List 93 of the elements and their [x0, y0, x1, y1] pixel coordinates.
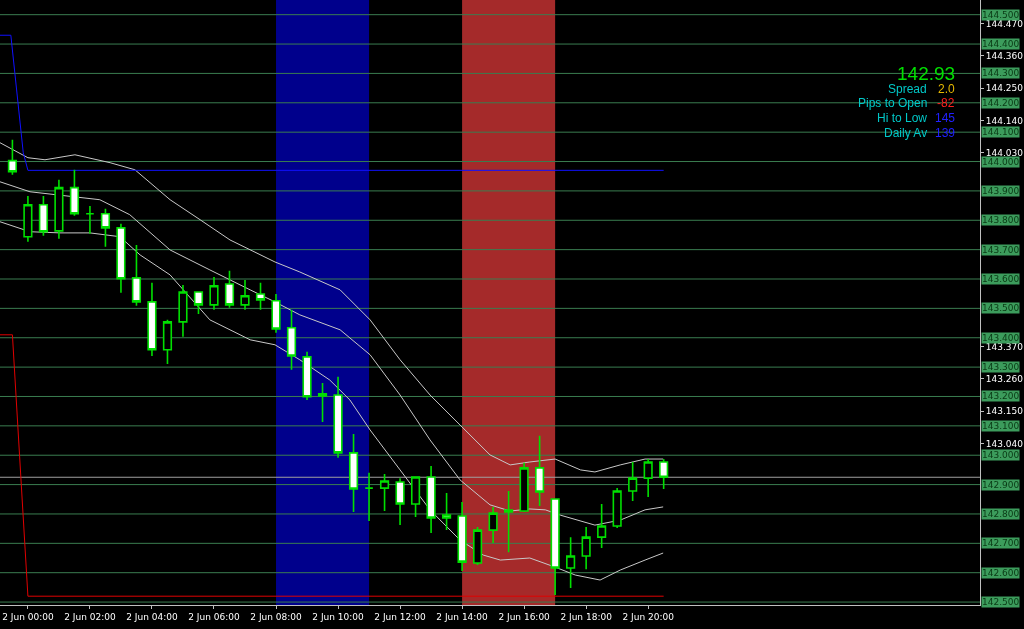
candlestick: [535, 435, 545, 507]
ref-line-label: 143.500: [982, 303, 1020, 313]
candlestick: [271, 293, 281, 334]
candlestick: [519, 462, 529, 513]
x-tick-label: 2 Jun 02:00: [64, 611, 116, 622]
candlestick: [178, 284, 188, 338]
x-tick-label: 2 Jun 18:00: [560, 611, 613, 622]
ref-line-label: 143.200: [982, 391, 1020, 401]
candlestick: [488, 506, 498, 544]
ref-line-label: 143.300: [982, 362, 1020, 372]
candlestick: [566, 536, 576, 589]
annotation: Pips to Open: [858, 96, 928, 110]
candlestick: [348, 433, 359, 513]
candlestick: [441, 492, 452, 531]
annotation: Spread: [888, 82, 927, 96]
x-tick-label: 2 Jun 12:00: [374, 611, 427, 622]
candlestick: [364, 472, 374, 522]
y-tick-label: 143.150: [985, 406, 1024, 417]
candlestick: [473, 526, 483, 566]
ref-line-label: 144.200: [982, 98, 1020, 108]
candlestick: [54, 178, 64, 240]
y-tick-label: 144.360: [985, 50, 1024, 61]
y-tick-label: 144.470: [985, 18, 1024, 29]
candlestick: [302, 351, 312, 401]
x-tick-label: 2 Jun 14:00: [436, 611, 489, 622]
ref-line-label: 144.100: [982, 127, 1020, 137]
ref-line-label: 143.600: [982, 274, 1020, 284]
ref-line-label: 142.700: [982, 538, 1020, 548]
candlestick: [317, 382, 328, 423]
y-tick-label: 144.030: [985, 147, 1024, 158]
candlestick: [286, 309, 297, 371]
candlestick: [255, 282, 266, 311]
candlestick: [85, 205, 95, 235]
candlestick: [612, 487, 622, 529]
ref-line-label: 144.300: [982, 68, 1020, 78]
ref-line-label: 143.900: [982, 186, 1020, 196]
x-tick-label: 2 Jun 08:00: [250, 611, 302, 622]
candlestick: [550, 498, 560, 596]
ref-line-label: 144.000: [982, 157, 1020, 167]
candlestick: [224, 269, 235, 309]
annotation: Hi to Low: [877, 111, 928, 125]
candlestick: [333, 376, 343, 459]
candlestick: [410, 476, 421, 518]
annotation: 142.93: [897, 63, 956, 84]
ref-line-label: 143.000: [982, 450, 1020, 460]
candlestick: [100, 208, 111, 248]
x-tick-label: 2 Jun 20:00: [622, 611, 675, 622]
candlestick: [426, 465, 436, 534]
candlestick: [131, 244, 142, 307]
x-tick-label: 2 Jun 00:00: [2, 611, 54, 622]
ref-line-label: 144.400: [982, 39, 1020, 49]
ref-line-label: 142.600: [982, 568, 1020, 578]
candlestick: [116, 222, 126, 294]
ref-line-label: 144.500: [982, 10, 1020, 20]
y-tick-label: 143.370: [985, 341, 1024, 352]
candlestick: [193, 291, 204, 315]
y-tick-label: 143.260: [985, 374, 1024, 385]
annotation: -82: [937, 96, 955, 110]
annotation: 139: [935, 126, 956, 140]
ref-line-label: 142.500: [982, 597, 1020, 607]
ref-line-label: 142.800: [982, 509, 1020, 519]
ref-line-label: 142.900: [982, 480, 1020, 490]
candlestick: [23, 195, 33, 243]
y-tick-label: 144.250: [985, 83, 1024, 94]
candlestick: [597, 503, 607, 549]
x-tick-label: 2 Jun 16:00: [498, 611, 551, 622]
candlestick: [504, 490, 514, 553]
ref-line-label: 143.400: [982, 333, 1020, 343]
y-tick-label: 143.040: [985, 438, 1024, 449]
y-tick-label: 144.140: [985, 115, 1024, 126]
candlestick: [38, 195, 49, 237]
candlestick: [628, 461, 638, 502]
candlestick: [643, 458, 653, 498]
ref-line-label: 143.700: [982, 245, 1020, 255]
x-tick-label: 2 Jun 06:00: [188, 611, 240, 622]
candlestick: [379, 473, 390, 512]
annotation: 2.0: [938, 82, 956, 96]
annotation: 145: [935, 111, 956, 125]
x-tick-label: 2 Jun 04:00: [126, 611, 178, 622]
candlestick: [659, 458, 669, 490]
annotation: Daily Av: [884, 126, 928, 140]
candlestick: [147, 282, 157, 357]
candlestick: [209, 276, 219, 311]
ref-line-label: 143.800: [982, 215, 1020, 225]
candlestick: [581, 526, 591, 570]
x-tick-label: 2 Jun 10:00: [312, 611, 365, 622]
candlestick: [7, 139, 17, 176]
ref-line-label: 143.100: [982, 421, 1020, 431]
candlestick: [69, 168, 80, 217]
candlestick: [395, 477, 405, 526]
candlestick: [457, 501, 467, 572]
candlestick: [240, 279, 250, 311]
candlestick: [162, 319, 173, 365]
